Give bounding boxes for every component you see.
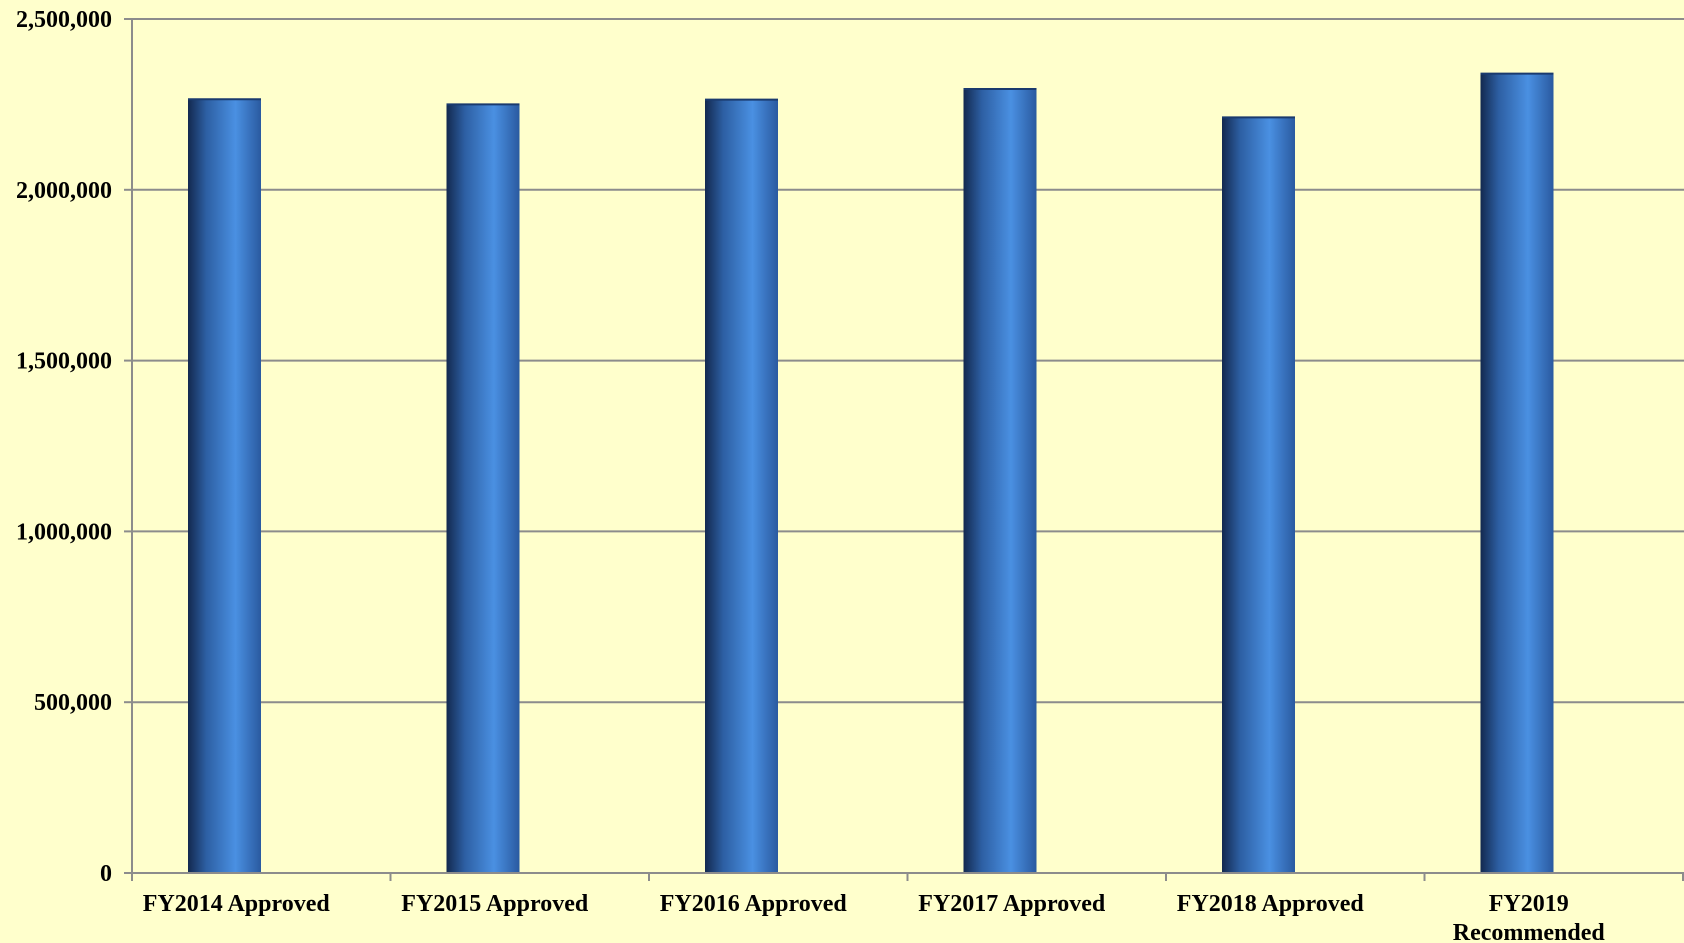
x-category-label: FY2018 Approved xyxy=(1177,891,1365,917)
y-tick-label: 1,500,000 xyxy=(16,349,112,375)
bar xyxy=(188,99,261,873)
y-tick-label: 500,000 xyxy=(34,690,112,716)
bar xyxy=(446,104,520,873)
y-tick-label: 0 xyxy=(100,861,112,887)
x-category-label: FY2017 Approved xyxy=(918,891,1106,917)
bars xyxy=(188,72,1554,873)
x-category-label: FY2016 Approved xyxy=(660,891,848,917)
bar xyxy=(1222,117,1295,873)
axes xyxy=(124,18,1684,881)
y-tick-label: 1,000,000 xyxy=(16,519,112,545)
y-tick-label: 2,500,000 xyxy=(16,7,112,33)
x-category-label: FY2014 Approved xyxy=(143,891,331,917)
x-category-label: FY2015 Approved xyxy=(401,891,589,917)
y-tick-label: 2,000,000 xyxy=(16,178,112,204)
x-category-label: FY2019 Recommended xyxy=(1453,891,1606,943)
labels: 0 500,000 1,000,000 1,500,000 2,000,000 2,500… xyxy=(16,7,1605,943)
bar xyxy=(1480,73,1554,873)
gridlines xyxy=(132,18,1684,704)
bar xyxy=(963,89,1037,873)
bar xyxy=(705,99,778,873)
